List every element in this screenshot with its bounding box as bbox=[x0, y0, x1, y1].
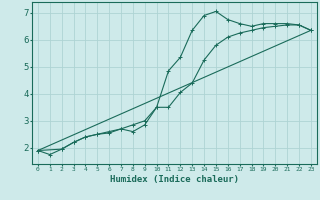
X-axis label: Humidex (Indice chaleur): Humidex (Indice chaleur) bbox=[110, 175, 239, 184]
